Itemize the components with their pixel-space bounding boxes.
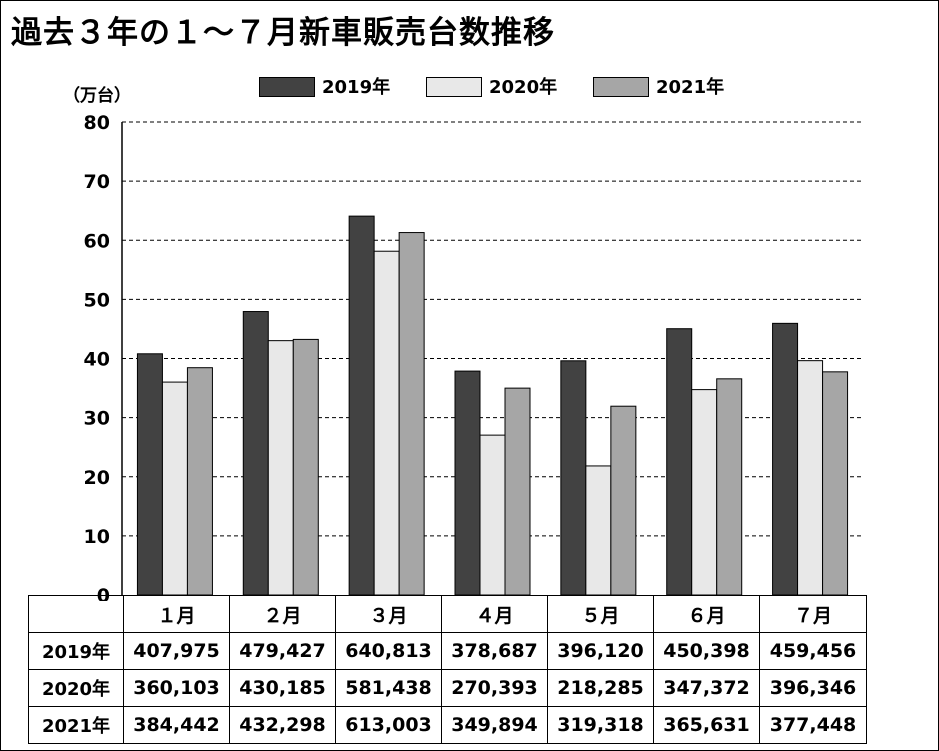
bar-2020 (797, 360, 824, 596)
table-cell: 479,427 (229, 632, 336, 670)
bar-2021 (504, 387, 531, 596)
legend-label-2019: 2019年 (322, 77, 391, 98)
table-cell: 349,894 (441, 706, 548, 744)
y-tick-label: 50 (84, 289, 110, 311)
table-header-month: ４月 (441, 595, 548, 633)
table-cell: 319,318 (547, 706, 654, 744)
bar-2019 (454, 370, 481, 596)
table-row-2019: 2019年 407,975 479,427 640,813 378,687 39… (28, 632, 867, 670)
legend-swatch-2019 (259, 77, 315, 97)
table-cell: 360,103 (123, 669, 230, 707)
table-cell: 459,456 (759, 632, 867, 670)
legend-swatch-2020 (426, 77, 482, 97)
bar-2020 (267, 340, 294, 596)
table-row-2020: 2020年 360,103 430,185 581,438 270,393 21… (28, 669, 867, 707)
bar-2021 (292, 338, 319, 596)
table-cell: 218,285 (547, 669, 654, 707)
table-header-month: １月 (123, 595, 230, 633)
table-row-2021: 2021年 384,442 432,298 613,003 349,894 31… (28, 706, 867, 744)
table-header-month: ３月 (335, 595, 442, 633)
table-cell: 384,442 (123, 706, 230, 744)
bar-2019 (772, 322, 799, 596)
table-cell: 270,393 (441, 669, 548, 707)
table-cell: 581,438 (335, 669, 442, 707)
bar-2019 (136, 353, 163, 596)
bar-2019 (242, 311, 269, 596)
y-tick-label: 40 (84, 349, 110, 371)
bar-2019 (560, 360, 587, 596)
y-tick-label: 30 (84, 408, 110, 430)
data-table: １月 ２月 ３月 ４月 ５月 ６月 ７月 2019年 407,975 479,4… (28, 595, 867, 744)
y-tick-label: 10 (84, 526, 110, 548)
bar-2020 (691, 389, 718, 596)
table-header-month: ６月 (653, 595, 760, 633)
table-header-month: ７月 (759, 595, 867, 633)
bar-2020 (373, 250, 400, 596)
table-cell: 378,687 (441, 632, 548, 670)
legend-label-2020: 2020年 (489, 77, 558, 98)
bar-2019 (348, 215, 375, 596)
bar-2019 (666, 328, 693, 596)
table-row-label: 2020年 (28, 669, 124, 707)
bar-2021 (822, 371, 849, 596)
table-cell: 377,448 (759, 706, 867, 744)
legend-swatch-2021 (593, 77, 649, 97)
table-cell: 365,631 (653, 706, 760, 744)
table-cell: 450,398 (653, 632, 760, 670)
bar-2021 (186, 367, 213, 596)
chart-title: 過去３年の１～７月新車販売台数推移 (11, 15, 555, 51)
table-cell: 347,372 (653, 669, 760, 707)
legend-label-2021: 2021年 (656, 77, 725, 98)
bar-2021 (398, 232, 425, 596)
y-axis-unit-label: （万台） (63, 86, 131, 106)
y-tick-label: 60 (84, 230, 110, 252)
table-corner-cell (28, 595, 124, 633)
table-header-month: ５月 (547, 595, 654, 633)
bar-2020 (585, 465, 612, 596)
table-header-month: ２月 (229, 595, 336, 633)
bar-2021 (716, 378, 743, 596)
y-tick-label: 80 (84, 112, 110, 134)
table-row-label: 2021年 (28, 706, 124, 744)
table-header-row: １月 ２月 ３月 ４月 ５月 ６月 ７月 (28, 595, 867, 633)
table-row-label: 2019年 (28, 632, 124, 670)
bar-2021 (610, 405, 637, 596)
table-cell: 396,346 (759, 669, 867, 707)
table-cell: 396,120 (547, 632, 654, 670)
table-cell: 640,813 (335, 632, 442, 670)
bar-2020 (479, 434, 506, 596)
table-cell: 430,185 (229, 669, 336, 707)
y-tick-label: 20 (84, 467, 110, 489)
bar-2020 (161, 381, 188, 596)
table-cell: 613,003 (335, 706, 442, 744)
y-tick-label: 70 (84, 171, 110, 193)
table-cell: 432,298 (229, 706, 336, 744)
table-cell: 407,975 (123, 632, 230, 670)
